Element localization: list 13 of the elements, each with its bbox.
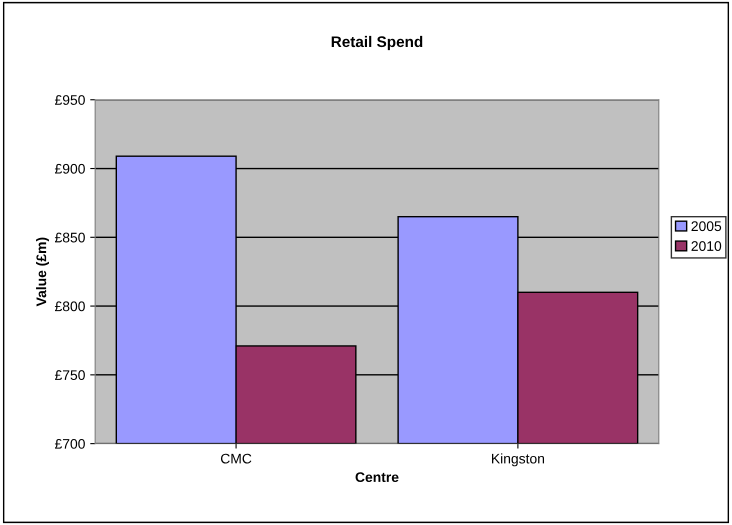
y-tick-label: £850 (54, 232, 85, 242)
x-tick-label: CMC (220, 454, 252, 464)
y-tick-label: £950 (54, 95, 85, 105)
y-tick-label: £700 (54, 438, 85, 449)
y-tick-label: £800 (54, 301, 85, 312)
x-axis-title: Centre (356, 472, 399, 482)
y-tick-label: £900 (54, 164, 85, 174)
y-axis-title: Value (£m) (36, 238, 49, 306)
x-tick-label: Kingston (492, 453, 544, 466)
legend-label: 2010 (692, 241, 722, 251)
legend-label: 2005 (692, 221, 722, 232)
chart-title: Retail Spend (332, 36, 422, 50)
y-tick-label: £750 (54, 370, 85, 380)
